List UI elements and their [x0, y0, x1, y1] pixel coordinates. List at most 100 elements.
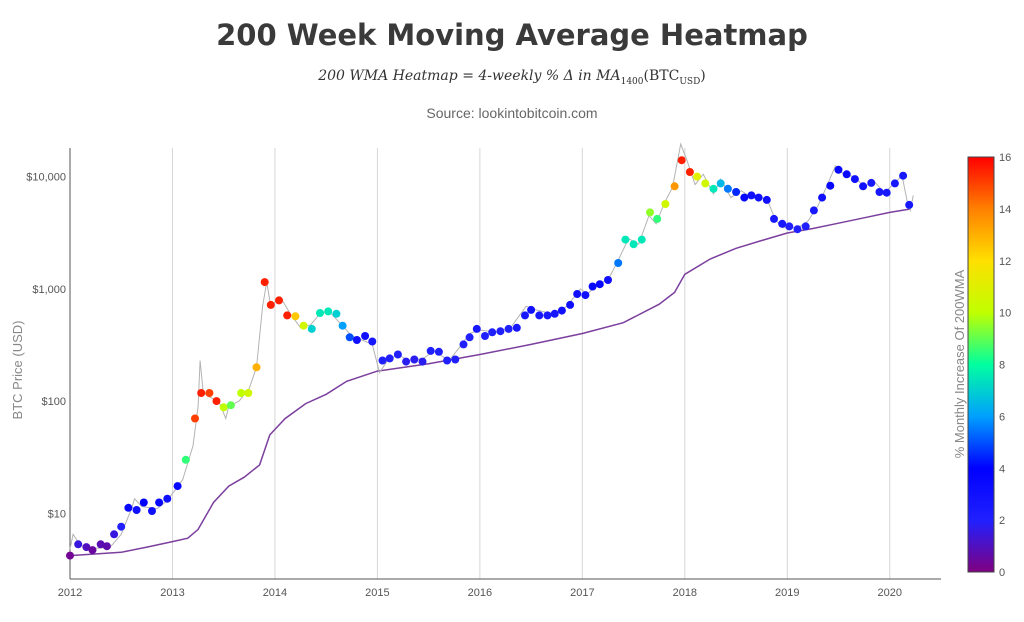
heat-marker	[875, 188, 884, 196]
colorbar-tick-label: 12	[999, 256, 1011, 268]
heat-marker	[139, 498, 148, 507]
heat-marker	[332, 309, 341, 318]
heat-marker	[434, 347, 443, 356]
y-tick-label: $10	[48, 508, 66, 520]
chart-subtitle: 200 WMA Heatmap = 4-weekly % Δ in MA1400…	[0, 68, 1024, 87]
x-tick-label-2019: 2019	[775, 587, 799, 599]
heat-marker	[521, 311, 529, 320]
x-tick-label-2018: 2018	[673, 587, 697, 599]
heat-marker	[685, 168, 694, 176]
heat-marker	[74, 540, 83, 549]
heat-marker	[299, 321, 308, 330]
heat-marker	[488, 328, 497, 337]
heat-marker	[252, 363, 261, 372]
axes: 2012 2013 2014 2015 2016 2017 2018 2019 2020 $10 $…	[26, 148, 941, 599]
series-markers	[66, 156, 914, 560]
heat-marker	[793, 225, 802, 234]
x-tick-label-2013: 2013	[160, 587, 184, 599]
heat-marker	[621, 235, 630, 244]
heat-marker	[465, 333, 474, 342]
heat-marker	[801, 222, 810, 231]
heat-marker	[173, 482, 182, 491]
colorbar: 0 2 4 6 8 10 12 14 16	[967, 152, 1011, 579]
heat-marker	[859, 182, 868, 191]
heat-marker	[260, 278, 269, 287]
x-tick-label-2017: 2017	[570, 587, 594, 599]
heat-marker	[316, 309, 324, 317]
chart-source: Source: lookintobitcoin.com	[426, 105, 598, 121]
chart-title: 200 Week Moving Average Heatmap	[216, 18, 808, 52]
heat-marker	[117, 522, 126, 531]
heat-marker	[557, 306, 566, 315]
heat-marker	[818, 193, 827, 202]
heat-marker	[709, 184, 718, 193]
heat-marker	[402, 357, 411, 366]
heat-marker	[882, 188, 891, 197]
heat-marker	[181, 455, 190, 464]
heat-marker	[504, 324, 513, 333]
heat-marker	[762, 195, 771, 204]
heat-marker	[566, 300, 575, 309]
heat-marker	[637, 235, 646, 244]
ma-200-week-line	[69, 208, 911, 557]
heat-marker	[66, 551, 74, 560]
heat-marker	[834, 165, 843, 174]
heat-marker	[512, 323, 521, 332]
heat-marker	[747, 191, 756, 200]
x-tick-label-2015: 2015	[365, 587, 389, 599]
heat-marker	[345, 333, 354, 342]
heat-marker	[237, 389, 246, 397]
heat-marker	[604, 276, 612, 284]
colorbar-tick-label: 6	[999, 411, 1005, 423]
heat-marker	[527, 305, 536, 314]
heat-marker	[661, 200, 670, 208]
heat-marker	[418, 357, 427, 366]
heat-marker	[459, 340, 468, 349]
heat-marker	[785, 222, 794, 231]
heat-marker	[361, 332, 370, 340]
colorbar-tick-label: 0	[999, 567, 1005, 579]
heat-marker	[443, 356, 452, 365]
heat-marker	[226, 401, 235, 410]
subtitle-formula: 200 WMA Heatmap = 4-weekly % Δ in MA	[318, 68, 621, 84]
heat-marker	[588, 282, 597, 291]
heat-marker	[163, 494, 172, 503]
colorbar-tick-label: 2	[999, 515, 1005, 527]
heat-marker	[770, 214, 778, 223]
heat-marker	[535, 311, 544, 320]
colorbar-gradient	[967, 156, 995, 573]
heat-marker	[899, 171, 908, 180]
heat-marker	[842, 170, 851, 179]
colorbar-tick-label: 16	[999, 152, 1011, 164]
heat-marker	[88, 546, 97, 555]
heat-marker	[778, 219, 787, 228]
heat-marker	[82, 543, 91, 552]
heat-marker	[472, 324, 481, 333]
heat-marker	[581, 291, 590, 300]
colorbar-label: % Monthly Increase Of 200WMA	[952, 269, 967, 458]
colorbar-tick-label: 14	[999, 204, 1011, 216]
colorbar-tick-label: 4	[999, 463, 1005, 475]
heat-marker	[496, 327, 505, 336]
heat-marker	[352, 336, 361, 344]
heat-marker	[110, 530, 119, 539]
heat-marker	[155, 498, 164, 507]
x-tick-label-2020: 2020	[878, 587, 902, 599]
heat-marker	[481, 332, 489, 340]
heat-marker	[148, 507, 156, 515]
heat-marker	[543, 311, 552, 320]
heat-marker	[653, 214, 662, 223]
heat-marker	[96, 540, 105, 549]
heat-marker	[732, 188, 741, 196]
heat-marker	[291, 312, 300, 321]
heat-marker	[338, 321, 347, 330]
heat-marker	[132, 506, 141, 514]
heat-marker	[368, 337, 377, 346]
heat-marker	[754, 193, 763, 202]
heat-marker	[378, 356, 387, 365]
y-axis-label: BTC Price (USD)	[10, 321, 25, 420]
heat-marker	[451, 355, 460, 364]
heat-marker	[740, 193, 749, 202]
heat-marker	[410, 355, 419, 364]
